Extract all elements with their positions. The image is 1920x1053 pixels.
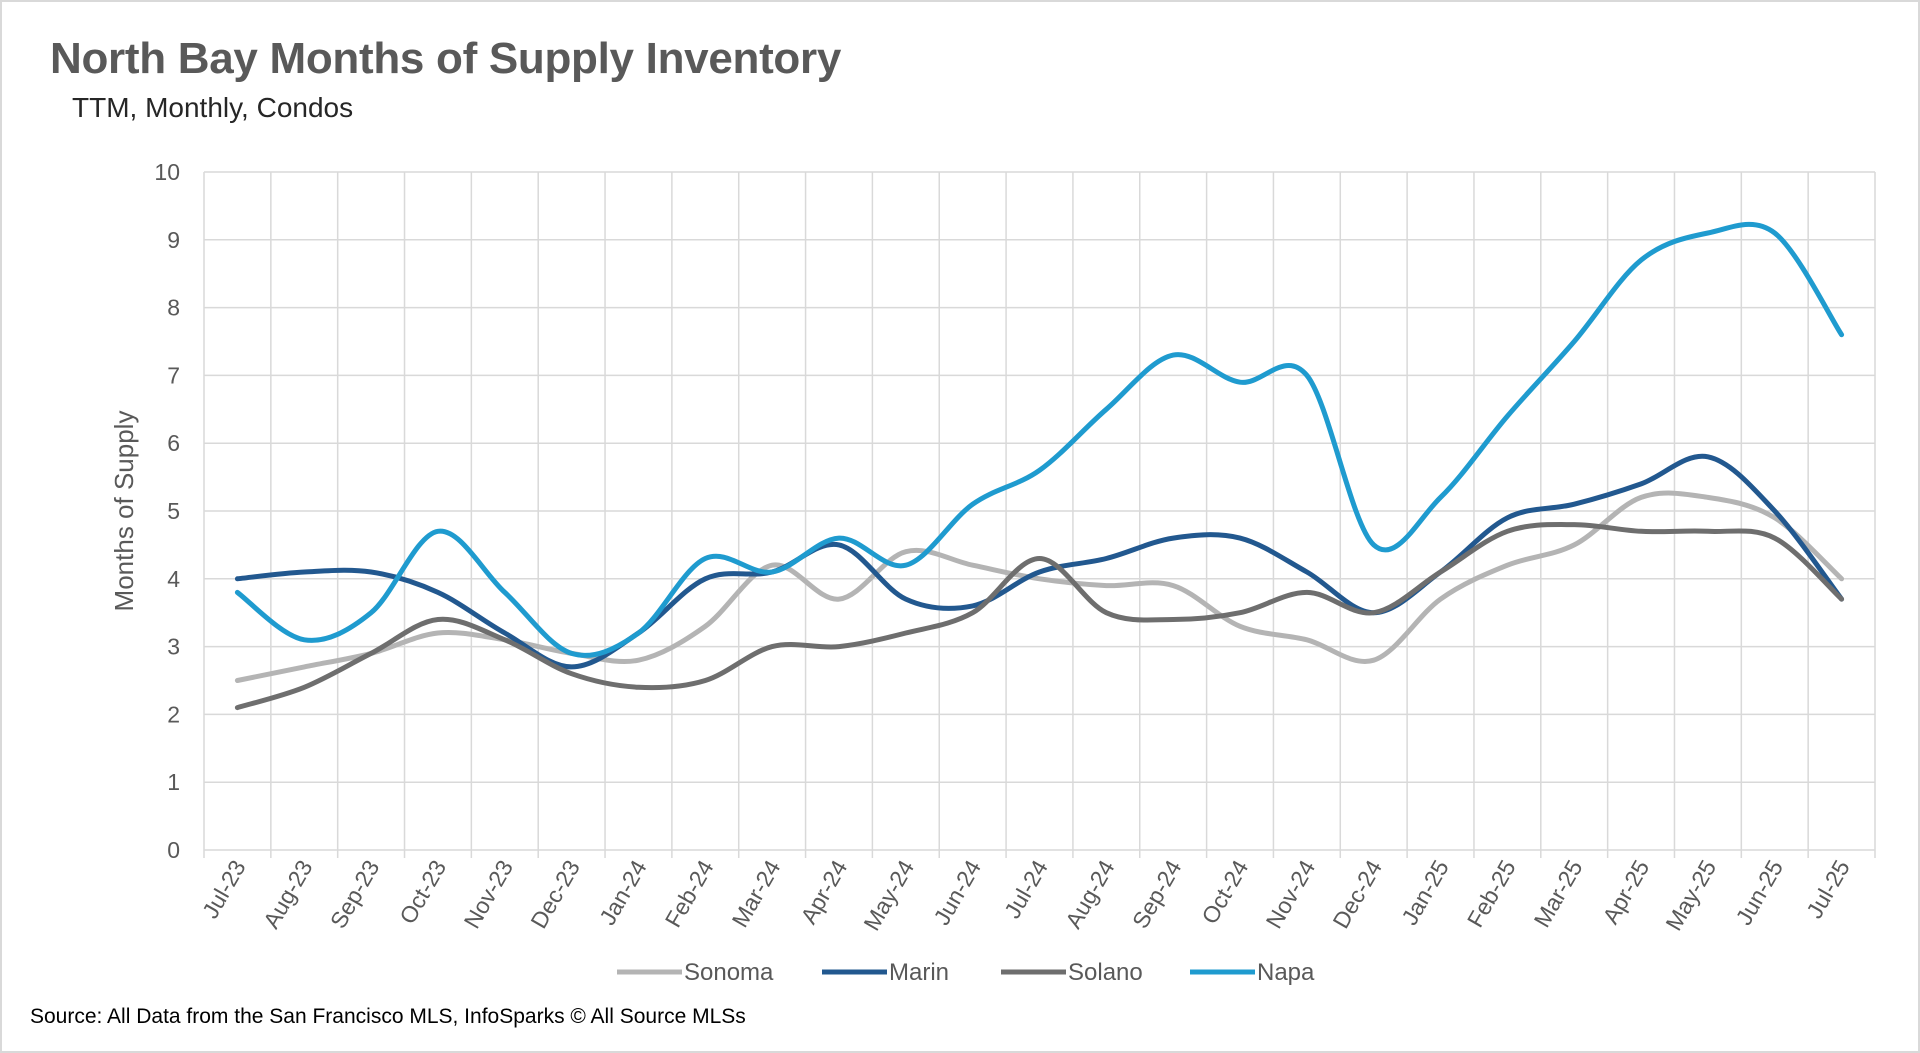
- x-tick-label: Mar-25: [1529, 856, 1588, 932]
- x-tick-label: Dec-24: [1327, 855, 1387, 932]
- y-tick-label: 0: [167, 837, 180, 863]
- y-tick-label: 4: [167, 566, 180, 592]
- gridlines: [203, 171, 1876, 858]
- x-tick-label: Jun-25: [1730, 856, 1788, 930]
- y-tick-label: 1: [167, 769, 180, 795]
- x-axis-ticks: Jul-23 Aug-23 Sep-23 Oct-23 Nov-23 Dec-23 Jan-…: [197, 855, 1855, 935]
- x-tick-label: Oct-24: [1196, 855, 1253, 928]
- x-tick-label: Aug-24: [1060, 855, 1120, 932]
- x-tick-label: Sep-24: [1127, 855, 1187, 932]
- series-line-solano: [234, 522, 1845, 711]
- x-tick-label: Dec-23: [525, 856, 585, 933]
- x-tick-label: Jan-25: [1396, 856, 1454, 930]
- x-tick-label: Apr-24: [795, 855, 852, 928]
- x-tick-label: Mar-24: [727, 855, 786, 931]
- series-lines: [234, 221, 1845, 711]
- y-tick-label: 5: [167, 498, 180, 524]
- x-tick-label: Feb-25: [1462, 856, 1521, 932]
- x-tick-label: Aug-23: [258, 856, 318, 933]
- x-tick-label: Feb-24: [660, 855, 719, 931]
- y-axis-label: Months of Supply: [109, 411, 139, 612]
- y-tick-label: 2: [167, 701, 180, 727]
- x-tick-label: Jul-23: [197, 856, 251, 923]
- source-note: Source: All Data from the San Francisco …: [30, 1005, 746, 1028]
- x-tick-label: Jul-25: [1801, 856, 1855, 923]
- x-tick-label: Nov-23: [459, 856, 519, 933]
- x-tick-label: Jan-24: [594, 855, 652, 929]
- legend: Sonoma Marin Solano Napa: [617, 959, 1315, 986]
- y-axis-ticks: 0 1 2 3 4 5 6 7 8 9 10: [154, 159, 180, 863]
- y-tick-label: 7: [167, 362, 180, 388]
- x-tick-label: Jun-24: [928, 855, 986, 929]
- y-tick-label: 6: [167, 430, 180, 456]
- series-line-sonoma: [234, 490, 1845, 683]
- legend-label-marin: Marin: [889, 959, 949, 986]
- x-tick-label: Nov-24: [1261, 855, 1321, 932]
- y-tick-label: 3: [167, 634, 180, 660]
- x-tick-label: Jul-24: [999, 855, 1053, 922]
- legend-label-solano: Solano: [1068, 959, 1143, 986]
- y-tick-label: 9: [167, 227, 180, 253]
- x-tick-label: May-24: [858, 855, 919, 935]
- chart-title: North Bay Months of Supply Inventory: [50, 34, 841, 83]
- x-tick-label: May-25: [1660, 856, 1721, 935]
- y-tick-label: 10: [154, 159, 180, 185]
- y-tick-label: 8: [167, 295, 180, 321]
- x-tick-label: Sep-23: [325, 856, 385, 933]
- legend-label-napa: Napa: [1257, 959, 1315, 986]
- x-tick-label: Apr-25: [1597, 856, 1654, 929]
- series-line-napa: [234, 221, 1845, 658]
- chart-subtitle: TTM, Monthly, Condos: [72, 92, 354, 123]
- series-line-marin: [234, 453, 1845, 670]
- x-tick-label: Oct-23: [394, 856, 451, 929]
- legend-label-sonoma: Sonoma: [684, 959, 774, 986]
